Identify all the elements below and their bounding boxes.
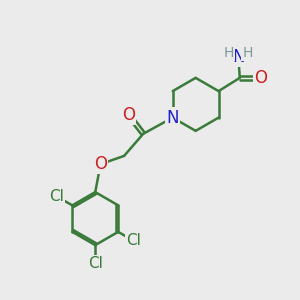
Text: O: O	[122, 106, 135, 124]
Text: Cl: Cl	[49, 189, 64, 204]
Text: N: N	[167, 109, 179, 127]
Text: H: H	[243, 46, 253, 60]
Text: Cl: Cl	[127, 233, 141, 248]
Text: N: N	[232, 48, 244, 66]
Text: O: O	[94, 155, 107, 173]
Text: O: O	[254, 69, 268, 87]
Text: H: H	[224, 46, 234, 60]
Text: Cl: Cl	[88, 256, 103, 271]
